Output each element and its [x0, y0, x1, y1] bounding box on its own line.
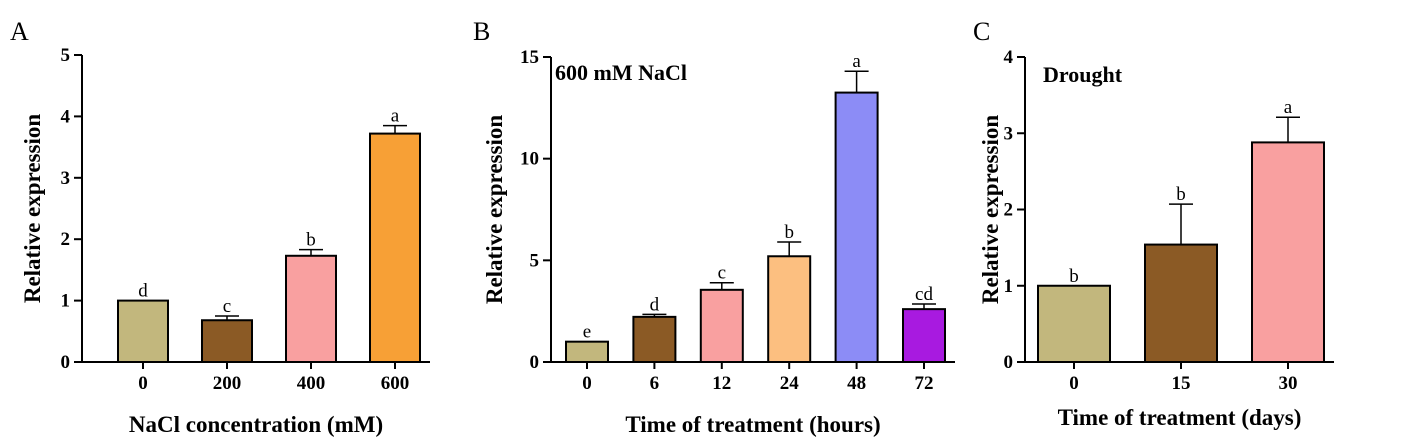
bar — [1251, 141, 1325, 363]
bar — [565, 340, 609, 363]
x-tick-label: 400 — [297, 373, 326, 394]
x-tick-label: 0 — [1069, 373, 1079, 394]
significance-label: d — [138, 281, 148, 302]
x-tick-label: 6 — [650, 373, 660, 394]
y-tick-label: 5 — [530, 250, 540, 271]
y-tick-label: 4 — [61, 106, 71, 127]
panel-annotation: Drought — [1043, 62, 1123, 87]
significance-label: a — [391, 106, 400, 127]
y-tick-label: 4 — [1004, 47, 1014, 68]
bar — [201, 319, 253, 363]
significance-label: a — [852, 51, 861, 72]
x-tick-label: 48 — [847, 373, 866, 394]
x-axis-label: Time of treatment (hours) — [625, 412, 880, 437]
y-axis-label: Relative expression — [20, 114, 45, 304]
y-axis-label: Relative expression — [978, 115, 1003, 305]
x-tick-label: 15 — [1172, 373, 1191, 394]
significance-label: e — [583, 322, 591, 343]
x-axis-label: NaCl concentration (mM) — [129, 412, 383, 437]
bar — [767, 255, 812, 363]
y-tick-label: 2 — [61, 229, 71, 250]
bar — [285, 254, 337, 363]
y-tick-label: 2 — [1004, 200, 1014, 221]
y-tick-label: 1 — [1004, 276, 1014, 297]
x-tick-label: 0 — [138, 373, 148, 394]
bar — [1037, 284, 1111, 363]
x-tick-label: 600 — [381, 373, 410, 394]
significance-label: b — [1069, 266, 1079, 287]
y-tick-label: 3 — [1004, 123, 1014, 144]
panel-letter: A — [10, 17, 29, 46]
significance-label: cd — [915, 284, 933, 305]
y-tick-label: 5 — [61, 45, 71, 66]
y-tick-label: 0 — [1004, 352, 1014, 373]
significance-label: d — [650, 294, 660, 315]
x-tick-label: 12 — [712, 373, 731, 394]
panel-letter: B — [473, 17, 490, 46]
y-tick-label: 15 — [520, 47, 539, 68]
panel-letter: C — [973, 17, 990, 46]
bar — [117, 299, 169, 364]
bar — [1144, 243, 1218, 363]
bar — [632, 315, 677, 363]
x-tick-label: 24 — [780, 373, 800, 394]
significance-label: b — [306, 230, 316, 251]
x-tick-label: 30 — [1279, 373, 1298, 394]
y-tick-label: 3 — [61, 168, 71, 189]
x-tick-label: 200 — [213, 373, 242, 394]
y-tick-label: 1 — [61, 291, 71, 312]
bar — [902, 308, 946, 363]
significance-label: c — [223, 296, 231, 317]
significance-label: a — [1284, 97, 1293, 118]
x-tick-label: 72 — [915, 373, 934, 394]
y-tick-label: 10 — [520, 149, 539, 170]
x-tick-label: 0 — [582, 373, 592, 394]
bar — [369, 132, 421, 363]
significance-label: b — [784, 222, 794, 243]
panel-annotation: 600 mM NaCl — [555, 60, 687, 85]
x-axis-label: Time of treatment (days) — [1058, 405, 1302, 430]
significance-label: c — [718, 263, 726, 284]
y-tick-label: 0 — [61, 352, 71, 373]
y-axis-label: Relative expression — [482, 115, 507, 305]
y-tick-label: 0 — [530, 352, 540, 373]
bar — [699, 288, 744, 364]
significance-label: b — [1176, 184, 1186, 205]
bar — [834, 91, 879, 363]
